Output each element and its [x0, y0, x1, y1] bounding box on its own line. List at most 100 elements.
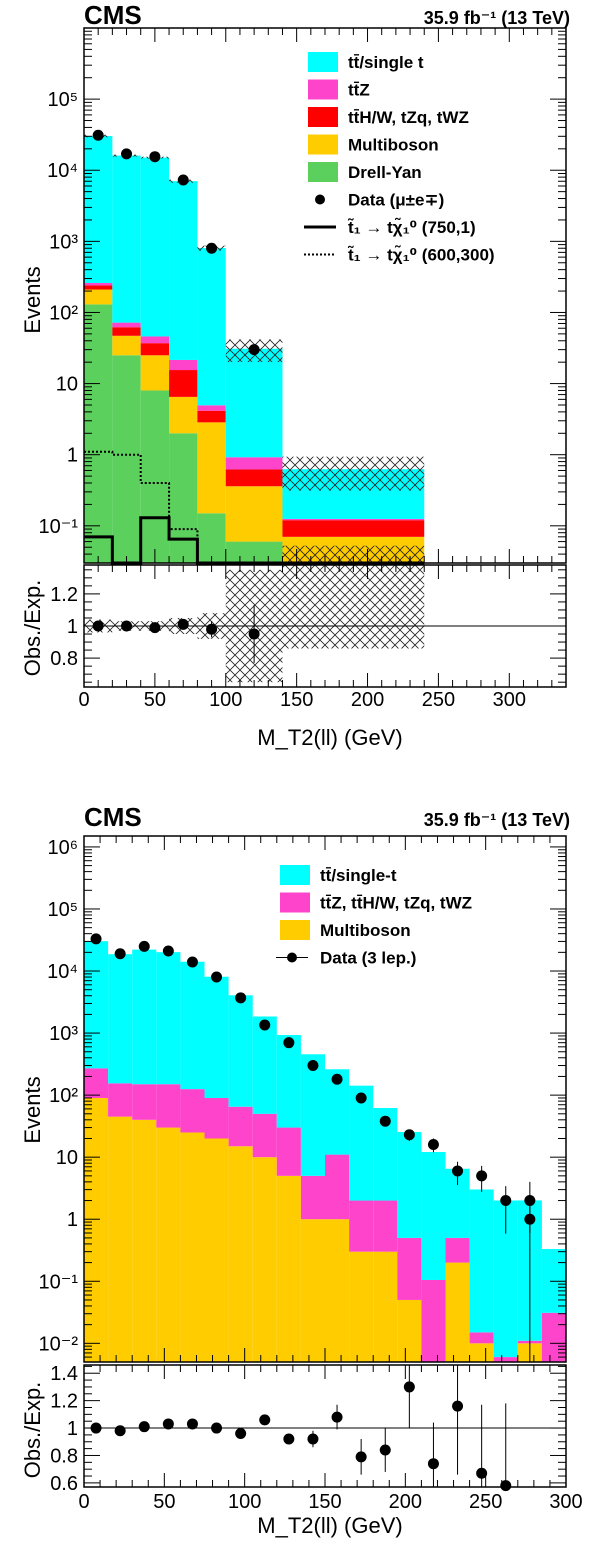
data-point [248, 344, 260, 356]
bar-multiboson-1 [108, 1116, 133, 1362]
ratio-panel: 0.6 0.8 1 1.2 1.4 [50, 1363, 566, 1495]
bar-multiboson-3 [169, 396, 198, 434]
ratio-tick-label: 1.2 [50, 1391, 78, 1413]
x-tick-label: 150 [280, 689, 313, 711]
bar-tt-single-t-2 [140, 157, 170, 337]
data-point [331, 1073, 343, 1085]
data-points [90, 933, 536, 1362]
data-point [283, 1037, 295, 1049]
ratio-point [427, 1458, 439, 1470]
data-point [211, 971, 223, 983]
bar-tt-h-w-tzq-twz-5 [225, 469, 283, 487]
legend-label: Data (μ±e∓) [348, 191, 444, 210]
bar-tt-z-2 [140, 336, 170, 344]
data-point [90, 933, 102, 945]
luminosity-label: 35.9 fb⁻¹ (13 TeV) [424, 810, 570, 830]
bar-tt-single-t-4 [180, 961, 205, 1090]
bar-tt-z-tt-h-w-tzq-twz-5 [204, 1097, 229, 1139]
legend: tt̄/single-t tt̄Z, tt̄H/W, tZq, tWZ Multib… [276, 865, 472, 968]
x-tick-label: 0 [78, 1491, 89, 1513]
data-point [138, 940, 150, 952]
ratio-tick-label: 1.2 [50, 584, 78, 606]
bar-tt-z-tt-h-w-tzq-twz-8 [276, 1127, 301, 1176]
mc-uncertainty-6 [282, 456, 425, 491]
ratio-point [177, 618, 189, 630]
bar-tt-single-t-16 [469, 1189, 494, 1333]
bar-tt-z-tt-h-w-tzq-twz-15 [445, 1237, 470, 1263]
data-point [235, 992, 247, 1004]
bar-multiboson-10 [325, 1219, 350, 1362]
legend-label: tt̄Z, tt̄H/W, tZq, tWZ [320, 894, 472, 913]
bar-tt-z-5 [225, 457, 283, 470]
bar-tt-single-t-0 [84, 136, 113, 283]
x-tick-label: 200 [389, 1491, 422, 1513]
ratio-point [283, 1433, 295, 1445]
data-point [355, 1092, 367, 1104]
y-tick-label: 1 [67, 1209, 78, 1231]
y-tick-label: 10⁵ [47, 89, 78, 111]
y-tick-label: 1 [67, 445, 78, 467]
legend-swatch [308, 162, 338, 182]
ratio-frame [83, 1364, 567, 1488]
data-point [379, 1115, 391, 1127]
bar-tt-z-tt-h-w-tzq-twz-16 [469, 1332, 494, 1344]
data-point [452, 1165, 464, 1177]
cms-label: CMS [84, 0, 142, 30]
bar-tt-z-tt-h-w-tzq-twz-0 [84, 1068, 109, 1098]
data-point [524, 1195, 536, 1207]
bar-tt-single-t-1 [112, 155, 141, 323]
legend-label: t̃₁ → tχ̃₁⁰ (600,300) [348, 245, 495, 265]
ratio-point [248, 628, 260, 640]
bar-multiboson-6 [228, 1146, 253, 1362]
ratio-tick-label: 0.8 [50, 648, 78, 670]
ratio-point [452, 1400, 464, 1412]
bar-drell-yan-2 [140, 390, 170, 563]
bar-tt-z-tt-h-w-tzq-twz-4 [180, 1089, 205, 1133]
ratio-tick-label: 0.8 [50, 1445, 78, 1467]
y-tick-label: 10⁻¹ [39, 1271, 79, 1293]
ratio-point [114, 1425, 126, 1437]
x-tick-label: 300 [493, 689, 526, 711]
ratio-point [403, 1381, 415, 1393]
x-tick-label: 250 [422, 689, 455, 711]
legend-swatch [280, 920, 310, 940]
data-point [307, 1060, 319, 1072]
ratio-axis-title: Obs./Exp. [20, 1382, 45, 1479]
bar-multiboson-4 [180, 1132, 205, 1362]
bar-multiboson-5 [204, 1138, 229, 1362]
ratio-point [307, 1433, 319, 1445]
bar-multiboson-8 [276, 1175, 301, 1362]
x-tick-label: 200 [351, 689, 384, 711]
ratio-point [90, 1422, 102, 1434]
data-point [149, 151, 161, 163]
x-tick-label: 100 [209, 689, 242, 711]
legend-label: tt̄/single t [348, 53, 424, 72]
bar-multiboson-15 [445, 1262, 470, 1362]
legend-swatch [308, 134, 338, 155]
bar-tt-h-w-tzq-twz-1 [112, 327, 141, 336]
legend-swatch [308, 107, 338, 127]
bar-multiboson-12 [373, 1251, 398, 1362]
ratio-tick-label: 1 [67, 616, 78, 638]
x-tick-label: 50 [144, 689, 166, 711]
bar-tt-single-t-7 [252, 1016, 277, 1114]
legend-data-marker [315, 194, 325, 205]
legend-label: Multiboson [348, 136, 439, 155]
bar-tt-single-t-5 [204, 976, 229, 1098]
ratio-axis-title: Obs./Exp. [20, 580, 45, 677]
bar-tt-z-tt-h-w-tzq-twz-10 [325, 1154, 350, 1220]
bar-tt-single-t-4 [197, 248, 226, 406]
data-point [92, 129, 104, 141]
x-tick-label: 0 [78, 689, 89, 711]
x-tick-label: 50 [153, 1491, 175, 1513]
x-axis: 0 50 100 150 200 250 300 [78, 28, 567, 711]
bar-tt-z-1 [112, 322, 141, 328]
y-tick-label: 10 [56, 1147, 78, 1169]
bar-drell-yan-4 [197, 513, 226, 563]
bar-tt-single-t-0 [84, 941, 109, 1069]
ratio-point [186, 1418, 198, 1430]
bar-tt-h-w-tzq-twz-0 [84, 285, 113, 290]
ratio-point [206, 623, 218, 635]
bar-tt-h-w-tzq-twz-2 [140, 343, 170, 356]
